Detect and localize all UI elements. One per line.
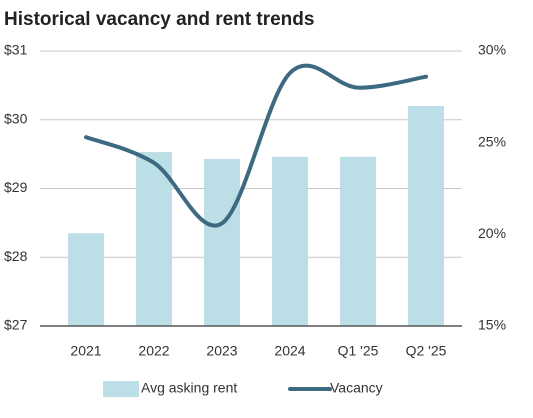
y2-tick-label: 15% [478, 317, 506, 333]
x-tick-label: Q1 '25 [338, 343, 379, 359]
bar [204, 158, 240, 326]
bar [408, 106, 444, 326]
x-tick-label: 2021 [70, 343, 101, 359]
y-tick-label: $29 [4, 179, 28, 195]
bar [136, 152, 172, 326]
legend-label: Avg asking rent [141, 380, 237, 396]
y2-tick-label: 20% [478, 225, 506, 241]
x-tick-label: 2023 [206, 343, 237, 359]
legend-swatch [103, 381, 139, 397]
y-tick-label: $31 [4, 42, 28, 58]
legend-label: Vacancy [330, 380, 383, 396]
y-tick-label: $27 [4, 317, 28, 333]
bar [272, 156, 308, 326]
y-tick-label: $28 [4, 248, 28, 264]
x-tick-label: 2022 [138, 343, 169, 359]
y-tick-label: $30 [4, 110, 28, 126]
y2-tick-label: 30% [478, 42, 506, 58]
x-tick-label: Q2 '25 [406, 343, 447, 359]
line [84, 63, 428, 228]
bar [340, 156, 376, 326]
y2-tick-label: 25% [478, 133, 506, 149]
x-tick-label: 2024 [274, 343, 305, 359]
chart-title: Historical vacancy and rent trends [4, 9, 314, 30]
bar [68, 233, 104, 326]
